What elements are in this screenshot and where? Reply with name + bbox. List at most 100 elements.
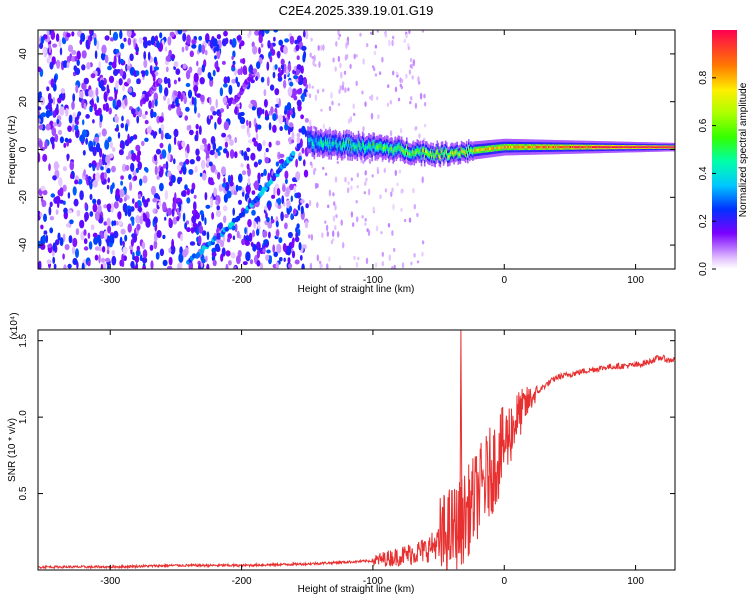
main-signal-band-cell <box>424 149 427 153</box>
spectrogram-noise-cell <box>52 110 56 117</box>
spectrogram-noise-cell <box>154 71 159 76</box>
spectrogram-fringe-cell <box>364 222 367 226</box>
spectrogram-fringe-cell <box>391 39 394 47</box>
spectrogram-noise-cell <box>110 202 115 213</box>
main-signal-band-cell <box>449 154 451 158</box>
spectrogram-noise-cell <box>95 87 99 97</box>
spectrogram-noise-cell <box>90 73 96 79</box>
spectrogram-noise-cell <box>165 66 169 73</box>
spectrogram-noise-cell <box>191 215 197 224</box>
spectrogram-noise-cell <box>245 251 251 262</box>
spectrogram-fringe-cell <box>364 170 367 176</box>
spectrogram-noise-cell <box>270 49 276 56</box>
spectrogram-noise-cell <box>214 151 218 159</box>
spectrogram-noise-cell <box>144 119 149 125</box>
spectrogram-noise-cell <box>297 228 301 237</box>
spectrogram-noise-cell <box>40 36 45 45</box>
spectrogram-noise-cell <box>113 220 117 226</box>
spectrogram-noise-cell <box>75 120 79 125</box>
spectrogram-noise-cell <box>105 102 109 113</box>
spectrogram-noise-cell <box>101 44 107 54</box>
main-signal-band-cell <box>374 147 377 151</box>
spectrogram-noise-cell <box>77 111 82 117</box>
main-signal-band-cell <box>603 146 606 149</box>
main-signal-band-cell <box>638 146 640 148</box>
main-signal-band-cell <box>401 148 404 152</box>
spectrogram-noise-cell <box>186 197 191 204</box>
main-signal-band-cell <box>593 146 595 149</box>
spectrogram-fringe-cell <box>413 253 416 258</box>
spectrogram-noise-cell <box>260 76 265 83</box>
main-signal-band-cell <box>666 146 669 148</box>
spectrogram-fringe-cell <box>327 204 330 209</box>
spectrogram-noise-cell <box>55 195 61 204</box>
spectrogram-noise-cell <box>228 260 232 266</box>
spectrogram-noise-cell <box>121 115 124 122</box>
main-signal-band-cell <box>376 145 379 149</box>
spectrogram-fringe-cell <box>408 30 411 35</box>
snr-x-tick-label: -200 <box>232 576 252 587</box>
spectrogram-noise-cell <box>301 147 305 154</box>
main-signal-band-cell <box>578 146 580 149</box>
main-signal-band-cell <box>433 154 435 159</box>
spectrogram-noise-cell <box>273 36 276 42</box>
spectrogram-noise-cell <box>143 39 148 49</box>
spectrogram-noise-cell <box>130 260 135 269</box>
main-signal-band-cell <box>646 146 649 148</box>
spectrogram-noise-cell <box>143 59 148 68</box>
spectrogram-noise-cell <box>272 113 277 122</box>
colorbar-tick-label: 0.8 <box>698 70 709 84</box>
spectrogram-noise-cell <box>94 109 100 116</box>
spectrogram-noise-cell <box>79 134 85 143</box>
spectrogram-noise-cell <box>242 57 246 65</box>
main-signal-band-cell <box>642 146 644 148</box>
snr-x-tick-label: -100 <box>363 576 383 587</box>
spectrogram-noise-cell <box>260 43 264 48</box>
spectrogram-noise-cell <box>71 101 75 110</box>
spectrogram-fringe-cell <box>346 40 350 46</box>
spectrogram-fringe-cell <box>328 256 331 263</box>
spectrogram-noise-cell <box>48 163 51 171</box>
spectrogram-noise-cell <box>128 174 132 180</box>
main-signal-band-cell <box>616 146 618 148</box>
spectrogram-noise-cell <box>300 199 305 204</box>
spectrogram-noise-cell <box>155 148 162 155</box>
main-signal-band-cell <box>588 146 591 149</box>
spectrogram-noise-cell <box>275 229 280 238</box>
spectrogram-noise-cell <box>295 171 301 181</box>
spectrogram-noise-cell <box>159 142 164 149</box>
spectrogram-noise-cell <box>294 39 299 45</box>
spectrogram-noise-cell <box>40 243 46 250</box>
spectrogram-fringe-cell <box>356 216 359 223</box>
spectrogram-fringe-cell <box>313 54 316 62</box>
spectrogram-fringe-cell <box>373 50 377 56</box>
spectrogram-fringe-cell <box>394 169 397 176</box>
spectrogram-noise-cell <box>223 148 228 154</box>
main-signal-band-cell <box>562 146 565 149</box>
spectrogram-noise-cell <box>265 147 269 153</box>
spectrogram-fringe-cell <box>392 70 395 76</box>
main-signal-band-cell <box>348 140 350 144</box>
spectrogram-noise-cell <box>252 45 258 55</box>
spectrogram-noise-cell <box>75 84 79 94</box>
main-signal-band-cell <box>581 146 584 149</box>
spectrogram-noise-cell <box>99 113 103 123</box>
main-signal-band-cell <box>423 154 426 158</box>
spectrogram-noise-cell <box>115 188 121 198</box>
spectrogram-noise-cell <box>246 147 251 153</box>
spectrogram-noise-cell <box>106 184 110 190</box>
spectrogram-noise-cell <box>71 124 75 133</box>
spectrogram-noise-cell <box>180 93 184 102</box>
spectrogram-y-tick-label: 0 <box>18 146 29 152</box>
main-signal-band-cell <box>489 147 491 151</box>
spectrogram-noise-cell <box>264 99 268 108</box>
spectrogram-noise-cell <box>284 38 290 43</box>
spectrogram-fringe-cell <box>383 168 386 173</box>
spectrogram-noise-cell <box>72 237 78 248</box>
spectrogram-fringe-cell <box>392 203 395 211</box>
spectrogram-noise-cell <box>109 141 113 149</box>
spectrogram-fringe-cell <box>320 44 323 52</box>
spectrogram-fringe-cell <box>374 262 378 268</box>
spectrogram-noise-cell <box>212 259 217 267</box>
main-signal-band-cell <box>537 145 539 149</box>
